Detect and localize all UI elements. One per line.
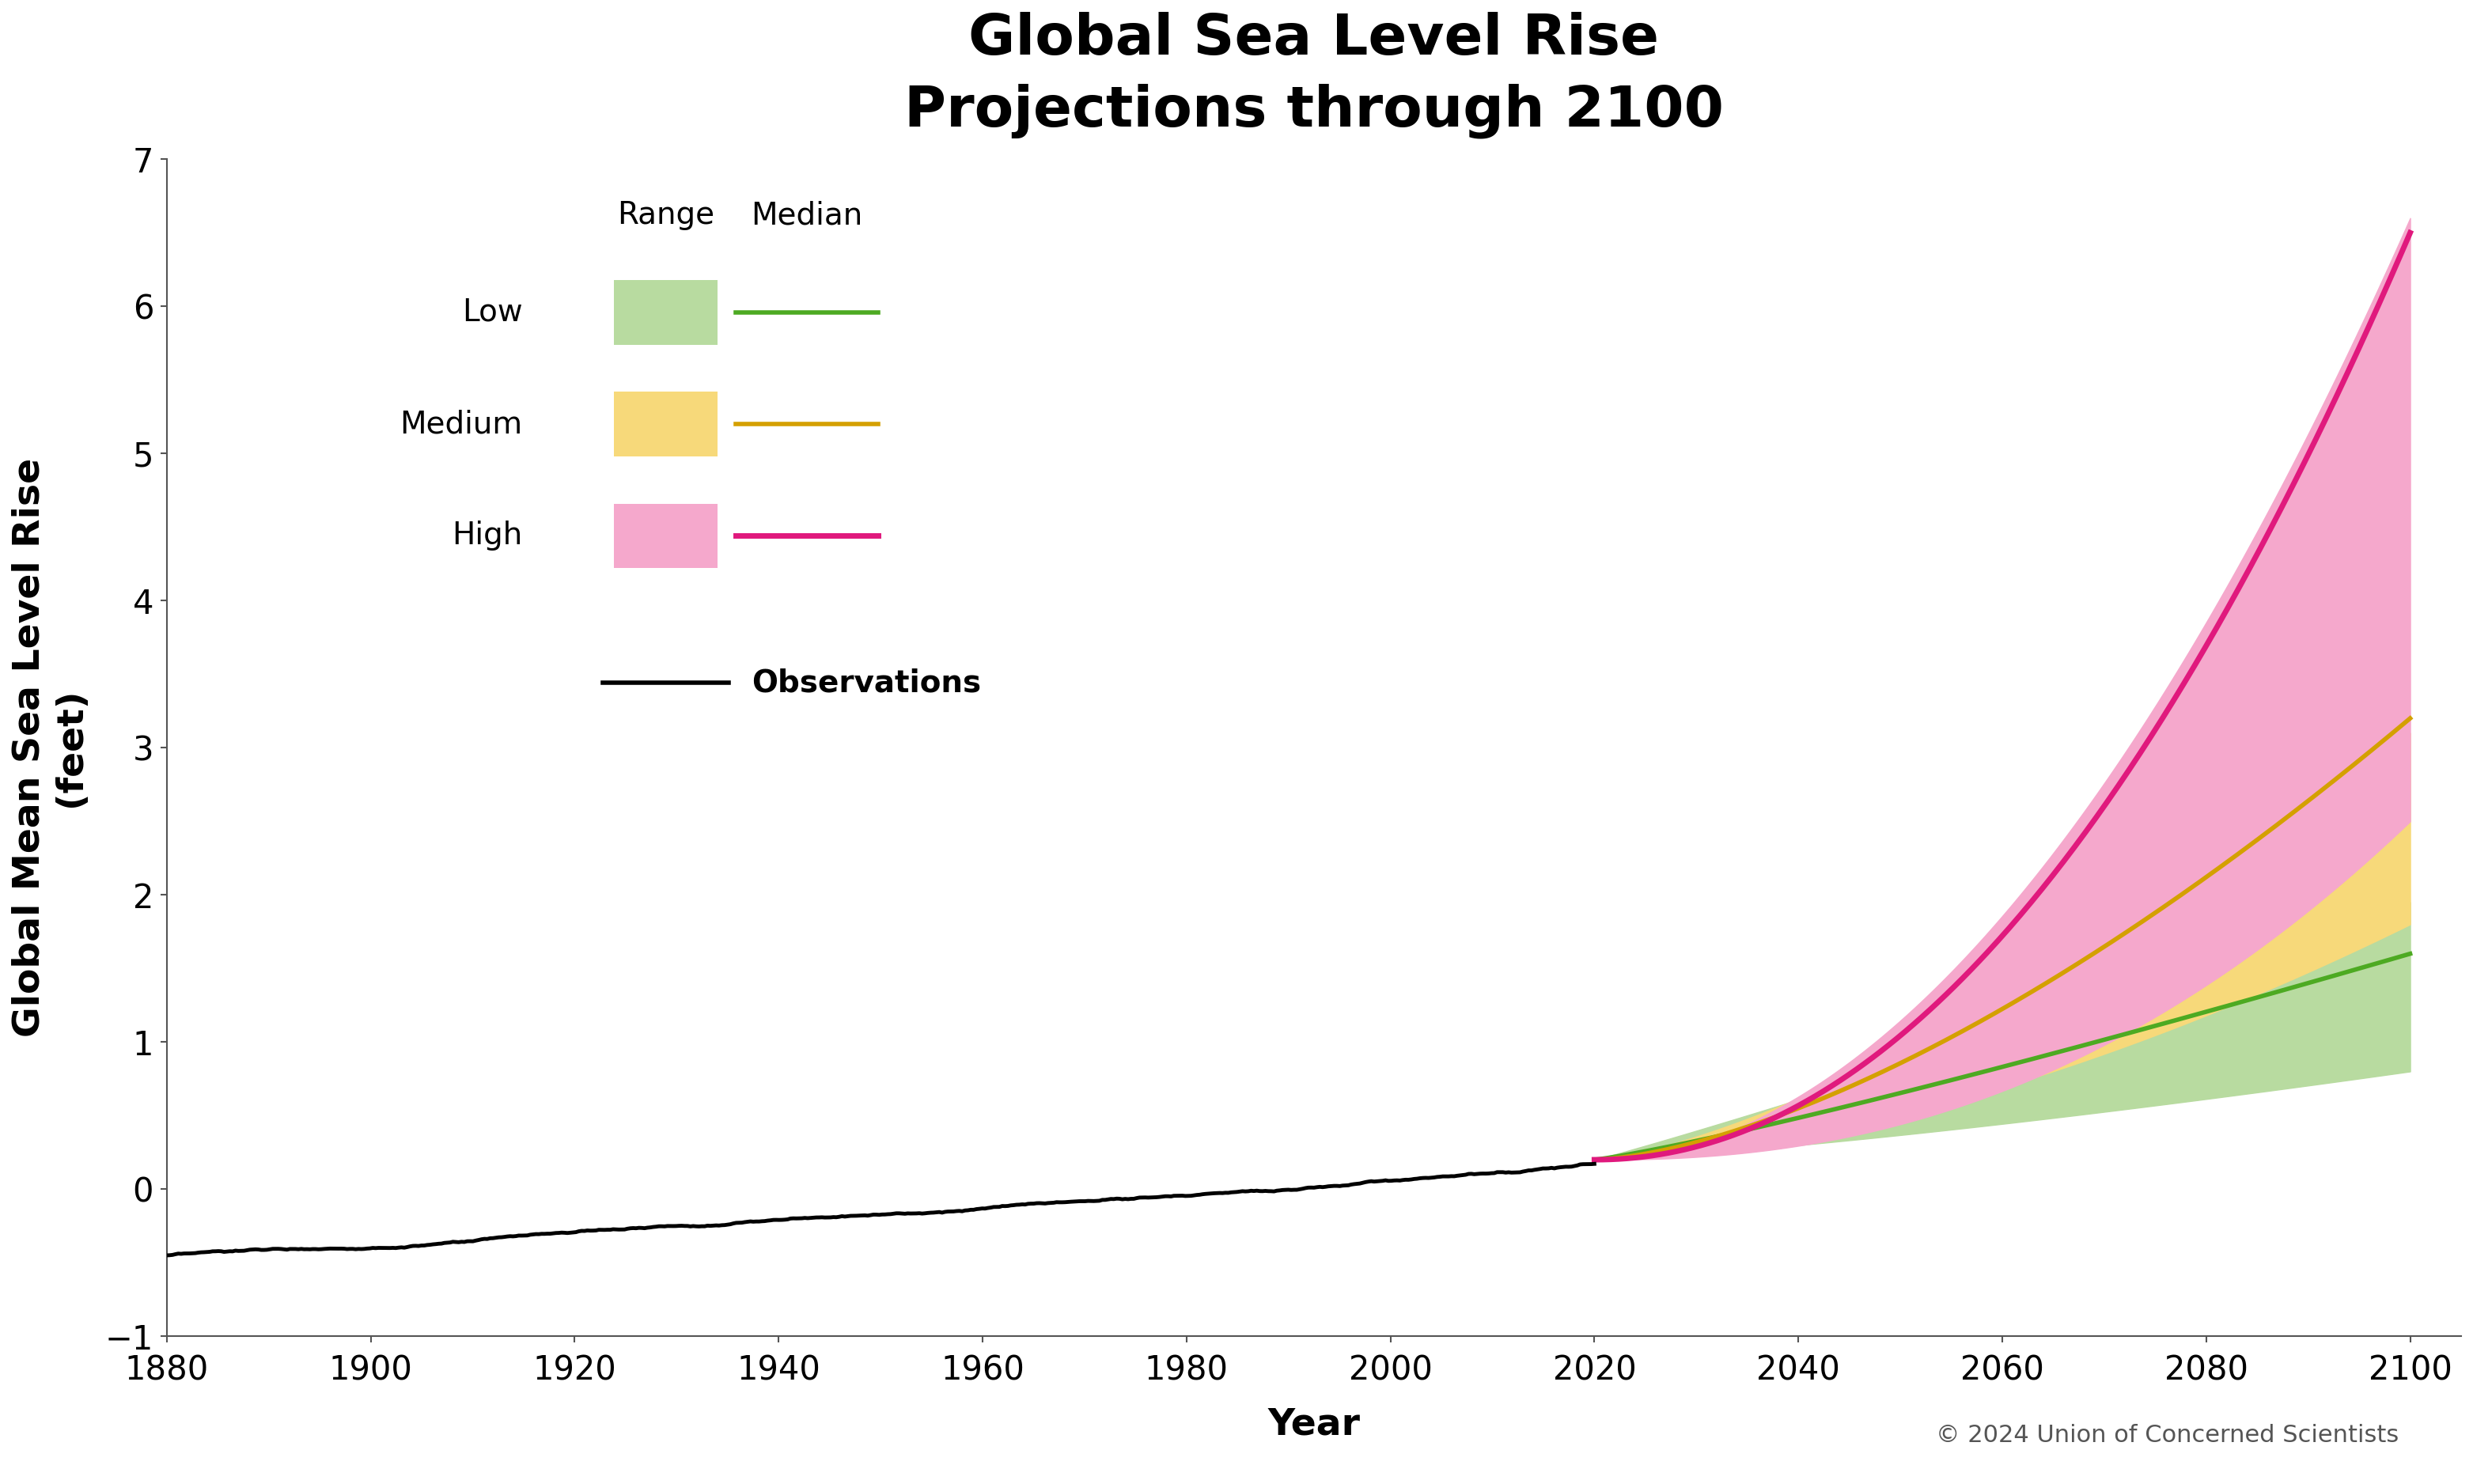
FancyBboxPatch shape — [613, 503, 717, 568]
Text: © 2024 Union of Concerned Scientists: © 2024 Union of Concerned Scientists — [1936, 1425, 2399, 1447]
Title: Global Sea Level Rise
Projections through 2100: Global Sea Level Rise Projections throug… — [905, 12, 1724, 138]
Text: Median: Median — [752, 200, 863, 230]
Text: Low: Low — [462, 297, 522, 328]
Text: Range: Range — [618, 200, 715, 230]
Y-axis label: Global Mean Sea Level Rise
(feet): Global Mean Sea Level Rise (feet) — [12, 459, 89, 1037]
X-axis label: Year: Year — [1269, 1407, 1360, 1442]
FancyBboxPatch shape — [613, 280, 717, 344]
Text: Observations: Observations — [752, 668, 982, 697]
Text: High: High — [453, 521, 522, 551]
FancyBboxPatch shape — [613, 392, 717, 457]
Text: Medium: Medium — [401, 410, 522, 439]
